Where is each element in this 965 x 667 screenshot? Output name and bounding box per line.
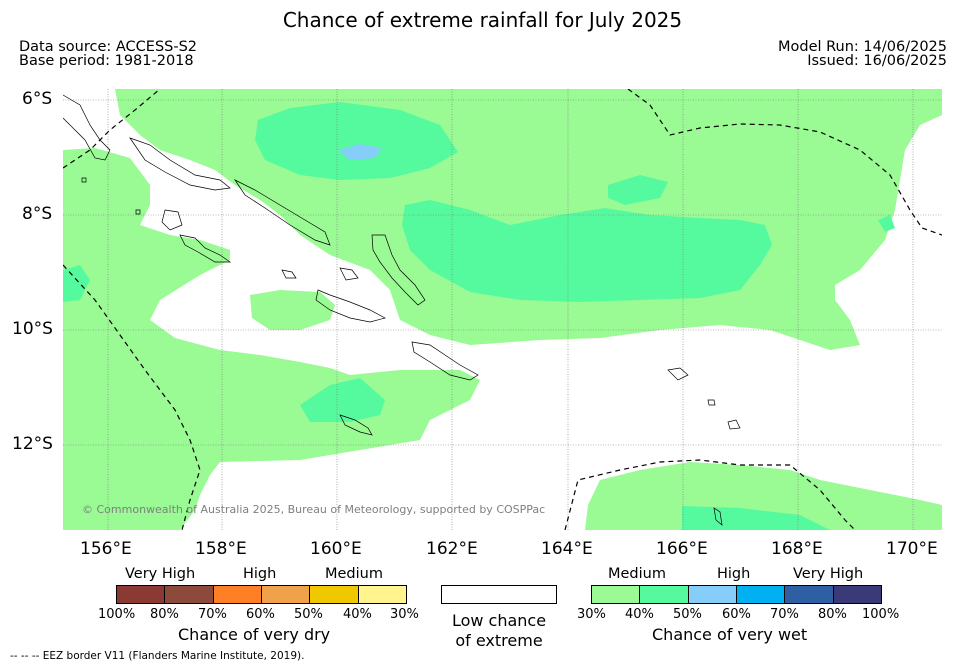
lat-label: 12°S — [12, 434, 53, 454]
low-chance-caption: Low chance of extreme — [441, 611, 557, 651]
low-chance-line1: Low chance — [451, 611, 547, 630]
dry-colorbar — [116, 585, 407, 604]
wet-swatch — [640, 586, 689, 603]
lon-label: 158°E — [195, 539, 247, 559]
issued-date: Issued: 16/06/2025 — [807, 53, 947, 69]
lon-label: 160°E — [310, 539, 362, 559]
wet-swatch — [736, 586, 786, 603]
coastlines — [63, 94, 741, 526]
lat-label: 6°S — [22, 89, 53, 109]
wet-swatch — [688, 586, 737, 603]
eez-note: -- -- -- EEZ border V11 (Flanders Marine… — [10, 650, 305, 662]
meta-left: Data source: ACCESS-S2 Base period: 1981… — [19, 39, 198, 69]
dry-swatch — [213, 586, 262, 603]
data-source: Data source: ACCESS-S2 — [19, 39, 198, 55]
dry-tick: 100% — [98, 607, 136, 622]
wet-swatch — [833, 586, 881, 603]
wet-swatch — [592, 586, 641, 603]
high-wet-region — [63, 102, 895, 530]
dry-tick: 80% — [150, 607, 179, 622]
wet-cat-very-high: Very High — [793, 566, 864, 582]
graticule — [63, 89, 942, 530]
wet-tick: 60% — [722, 607, 751, 622]
lon-label: 156°E — [80, 539, 132, 559]
lon-label: 164°E — [541, 539, 593, 559]
wet-caption: Chance of very wet — [652, 625, 808, 644]
low-chance-swatch — [441, 585, 557, 604]
base-period: Base period: 1981-2018 — [19, 53, 194, 69]
dry-cat-very-high: Very High — [125, 566, 196, 582]
wet-tick: 40% — [625, 607, 654, 622]
dry-tick: 30% — [390, 607, 419, 622]
dry-swatch — [117, 586, 166, 603]
wet-tick: 30% — [577, 607, 606, 622]
map-title: Chance of extreme rainfall for July 2025 — [282, 8, 683, 32]
dry-swatch — [310, 586, 359, 603]
copyright-notice: © Commonwealth of Australia 2025, Bureau… — [82, 503, 546, 516]
dry-swatch — [358, 586, 406, 603]
dry-caption: Chance of very dry — [178, 625, 331, 644]
dry-tick: 40% — [343, 607, 372, 622]
wet-cat-medium: Medium — [608, 566, 666, 582]
wet-cat-high: High — [717, 566, 751, 582]
dry-tick: 70% — [198, 607, 227, 622]
dry-swatch — [261, 586, 311, 603]
dry-tick: 50% — [294, 607, 323, 622]
lat-label: 8°S — [22, 204, 53, 224]
low-chance-line2: of extreme — [455, 631, 543, 650]
lon-label: 166°E — [656, 539, 708, 559]
wet-tick: 100% — [862, 607, 900, 622]
dry-tick: 60% — [246, 607, 275, 622]
dry-swatch — [165, 586, 214, 603]
wet-tick: 70% — [770, 607, 799, 622]
lon-label: 162°E — [426, 539, 478, 559]
lon-label: 170°E — [886, 539, 938, 559]
lon-label: 168°E — [771, 539, 823, 559]
wet-swatch — [785, 586, 834, 603]
dry-cat-medium: Medium — [325, 566, 383, 582]
eez-borders — [63, 89, 942, 530]
wet-colorbar — [591, 585, 882, 604]
wet-tick: 80% — [818, 607, 847, 622]
dry-cat-high: High — [243, 566, 277, 582]
meta-right: Model Run: 14/06/2025 Issued: 16/06/2025 — [777, 39, 947, 69]
lat-label: 10°S — [12, 319, 53, 339]
wet-tick: 50% — [673, 607, 702, 622]
model-run: Model Run: 14/06/2025 — [777, 39, 947, 55]
very-wet-patch — [338, 144, 382, 160]
